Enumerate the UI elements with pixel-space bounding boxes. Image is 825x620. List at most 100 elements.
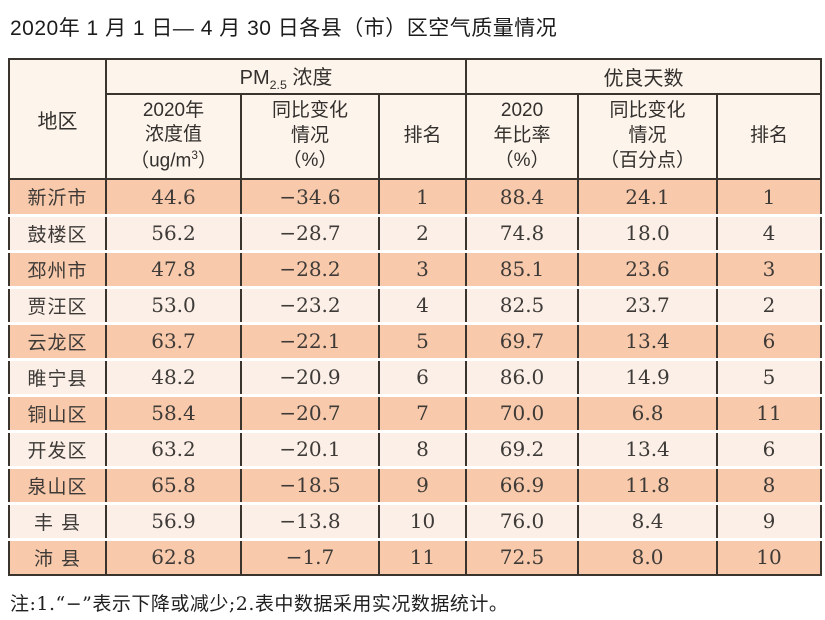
cell-pm-value: 56.9	[105, 501, 242, 539]
cell-rate: 82.5	[465, 285, 580, 323]
col-header-pm-rank: 排名	[377, 94, 468, 180]
table-row: 开发区 63.2 −20.1 8 69.2 13.4 6	[8, 429, 823, 467]
cell-pm-value: 47.8	[105, 249, 242, 287]
cell-pm-value: 48.2	[105, 357, 242, 395]
cell-pm-rank: 9	[377, 465, 468, 503]
cell-region: 丰 县	[8, 501, 107, 539]
table-header: 地区 PM2.5 浓度 优良天数 2020年 浓度值 （ug/m3） 同比变化 …	[8, 59, 823, 180]
cell-pm-value: 65.8	[105, 465, 242, 503]
cell-pm-change: −22.1	[240, 321, 380, 359]
cell-rate-change: 8.4	[577, 501, 719, 539]
table-row: 铜山区 58.4 −20.7 7 70.0 6.8 11	[8, 393, 823, 431]
cell-pm-rank: 2	[377, 213, 468, 251]
cell-region: 贾汪区	[8, 285, 107, 323]
table-row: 睢宁县 48.2 −20.9 6 86.0 14.9 5	[8, 357, 823, 395]
cell-region: 鼓楼区	[8, 213, 107, 251]
pm25-label-suffix: 浓度	[286, 67, 333, 89]
cell-pm-rank: 11	[377, 537, 468, 575]
cell-pm-value: 63.2	[105, 429, 242, 467]
cell-rate: 85.1	[465, 249, 580, 287]
cell-rate-change: 6.8	[577, 393, 719, 431]
cell-rate-rank: 11	[716, 393, 823, 431]
cell-pm-rank: 7	[377, 393, 468, 431]
table-body: 新沂市 44.6 −34.6 1 88.4 24.1 1 鼓楼区 56.2 −2…	[8, 179, 823, 575]
col-header-region: 地区	[8, 59, 107, 180]
cell-pm-value: 56.2	[105, 213, 242, 251]
unit-superscript: 3	[191, 149, 198, 163]
pm-change-line1: 同比变化	[271, 100, 348, 122]
cell-region: 沛 县	[8, 537, 107, 575]
page-title: 2020年 1 月 1 日— 4 月 30 日各县（市）区空气质量情况	[10, 17, 558, 40]
header-group-row: 地区 PM2.5 浓度 优良天数	[8, 59, 823, 180]
col-header-rate-change: 同比变化 情况 （百分点）	[577, 94, 719, 180]
col-header-pm-change: 同比变化 情况 （%）	[240, 94, 380, 180]
cell-pm-value: 44.6	[105, 179, 242, 215]
pm25-label-prefix: PM	[239, 67, 270, 89]
cell-rate-rank: 5	[716, 357, 823, 395]
pm-value-line1: 2020年	[142, 99, 205, 121]
cell-pm-rank: 3	[377, 249, 468, 287]
cell-rate-rank: 8	[716, 465, 823, 503]
cell-region: 邳州市	[8, 249, 107, 287]
cell-rate-rank: 6	[716, 429, 823, 467]
cell-pm-rank: 8	[377, 429, 468, 467]
pm-change-line2: 情况	[290, 125, 329, 147]
cell-pm-value: 62.8	[105, 537, 242, 575]
rate-change-unit: （百分点）	[600, 149, 696, 171]
cell-rate-rank: 3	[716, 249, 823, 287]
rate-change-line2: 情况	[628, 125, 667, 147]
cell-rate: 86.0	[465, 357, 580, 395]
cell-rate-change: 8.0	[577, 537, 719, 575]
header-sub-row: 2020年 浓度值 （ug/m3） 同比变化 情况 （%） 排名 2020 年比…	[9, 94, 823, 180]
cell-rate-change: 11.8	[577, 465, 719, 503]
cell-rate: 69.7	[465, 321, 580, 359]
cell-pm-rank: 4	[377, 285, 468, 323]
footnote: 注:1.“−”表示下降或减少;2.表中数据采用实况数据统计。	[10, 593, 509, 615]
cell-pm-change: −28.7	[240, 213, 380, 251]
col-header-rate-rank: 排名	[716, 94, 823, 180]
cell-rate: 74.8	[465, 213, 580, 251]
cell-rate: 70.0	[465, 393, 580, 431]
col-header-pm-value: 2020年 浓度值 （ug/m3）	[105, 94, 242, 180]
cell-pm-rank: 6	[377, 357, 468, 395]
cell-pm-change: −13.8	[240, 501, 380, 539]
rate-change-line1: 同比变化	[609, 100, 686, 122]
cell-rate-rank: 2	[716, 285, 823, 323]
cell-pm-rank: 10	[377, 501, 468, 539]
table-row: 泉山区 65.8 −18.5 9 66.9 11.8 8	[8, 465, 823, 503]
cell-pm-change: −23.2	[240, 285, 380, 323]
cell-pm-value: 58.4	[105, 393, 242, 431]
cell-rate-rank: 6	[716, 321, 823, 359]
cell-pm-rank: 5	[377, 321, 468, 359]
cell-region: 睢宁县	[8, 357, 107, 395]
table-row: 丰 县 56.9 −13.8 10 76.0 8.4 9	[8, 501, 823, 539]
cell-pm-change: −1.7	[240, 537, 380, 575]
cell-region: 泉山区	[8, 465, 107, 503]
pm-value-line2: 浓度值	[144, 124, 202, 146]
pm25-label-subscript: 2.5	[269, 78, 287, 92]
cell-pm-change: −20.9	[240, 357, 380, 395]
col-group-pm25: PM2.5 浓度	[104, 59, 468, 95]
pm-value-unit: （ug/m3）	[130, 149, 217, 172]
cell-pm-change: −34.6	[240, 179, 380, 215]
cell-region: 新沂市	[8, 179, 107, 215]
cell-rate-rank: 10	[716, 537, 823, 575]
cell-rate-change: 13.4	[577, 429, 719, 467]
pm-change-unit: （%）	[282, 149, 338, 171]
cell-rate: 76.0	[465, 501, 580, 539]
cell-rate: 66.9	[465, 465, 580, 503]
cell-rate-rank: 4	[716, 213, 823, 251]
col-group-good-days: 优良天数	[465, 59, 823, 95]
cell-pm-rank: 1	[377, 179, 468, 215]
table-row: 贾汪区 53.0 −23.2 4 82.5 23.7 2	[8, 285, 823, 323]
cell-rate-rank: 1	[716, 179, 823, 215]
cell-region: 铜山区	[8, 393, 107, 431]
table-row: 新沂市 44.6 −34.6 1 88.4 24.1 1	[8, 179, 823, 215]
table-row: 云龙区 63.7 −22.1 5 69.7 13.4 6	[8, 321, 823, 359]
cell-pm-change: −20.1	[240, 429, 380, 467]
col-header-rate: 2020 年比率 （%）	[465, 94, 580, 180]
rate-unit: （%）	[494, 149, 550, 171]
cell-rate-change: 24.1	[577, 179, 719, 215]
cell-rate-change: 23.7	[577, 285, 719, 323]
